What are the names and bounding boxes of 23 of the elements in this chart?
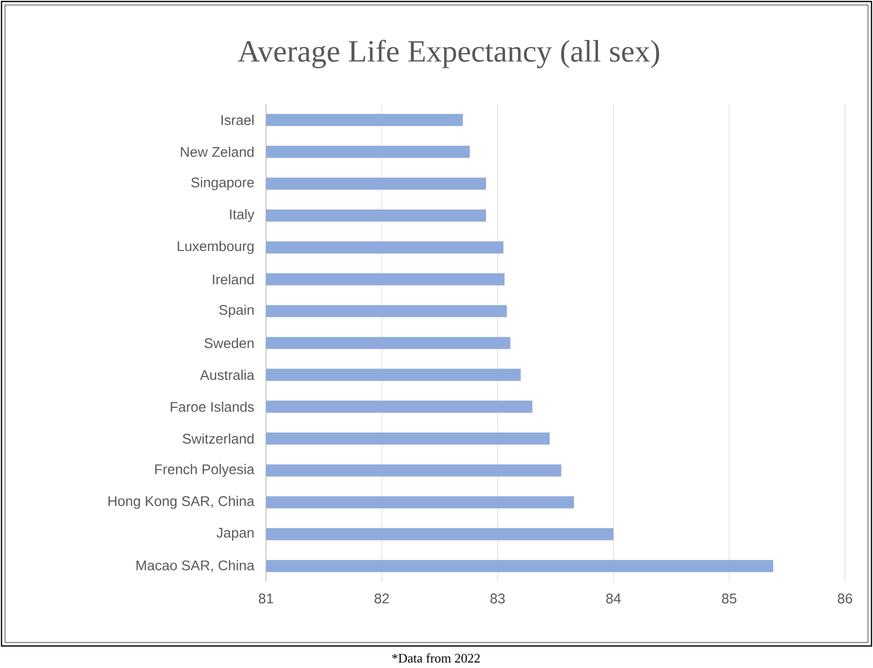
y-tick-label: Australia <box>200 370 254 380</box>
chart-title: Average Life Expectancy (all sex) <box>238 40 660 68</box>
y-tick-label: Singapore <box>191 177 254 190</box>
y-tick-label: New Zeland <box>180 146 254 157</box>
text: *Data from 2022 <box>392 653 480 663</box>
y-tick-label: Japan <box>216 528 254 540</box>
y-tick-label: Switzerland <box>182 433 254 444</box>
x-tick-label: 82 <box>374 594 389 604</box>
y-tick-label: Israel <box>222 114 254 126</box>
x-tick-label: 84 <box>606 594 621 604</box>
y-tick-label: Ireland <box>212 274 254 284</box>
x-tick-label: 81 <box>258 594 274 604</box>
y-tick-label: Italy <box>230 209 254 222</box>
y-tick-label: Sweden <box>204 338 254 348</box>
y-tick-label: French Polyesia <box>155 464 254 477</box>
y-tick-label: Spain <box>219 304 254 318</box>
y-tick-label: Hong Kong SAR, China <box>108 496 254 509</box>
y-tick-label: Macao SAR, China <box>136 560 254 572</box>
x-tick-label: 83 <box>490 594 505 604</box>
y-tick-label: Luxembourg <box>178 240 254 254</box>
x-tick-label: 85 <box>722 594 736 604</box>
y-tick-label: Faroe Islands <box>170 402 254 412</box>
x-tick-label: 86 <box>838 594 852 604</box>
